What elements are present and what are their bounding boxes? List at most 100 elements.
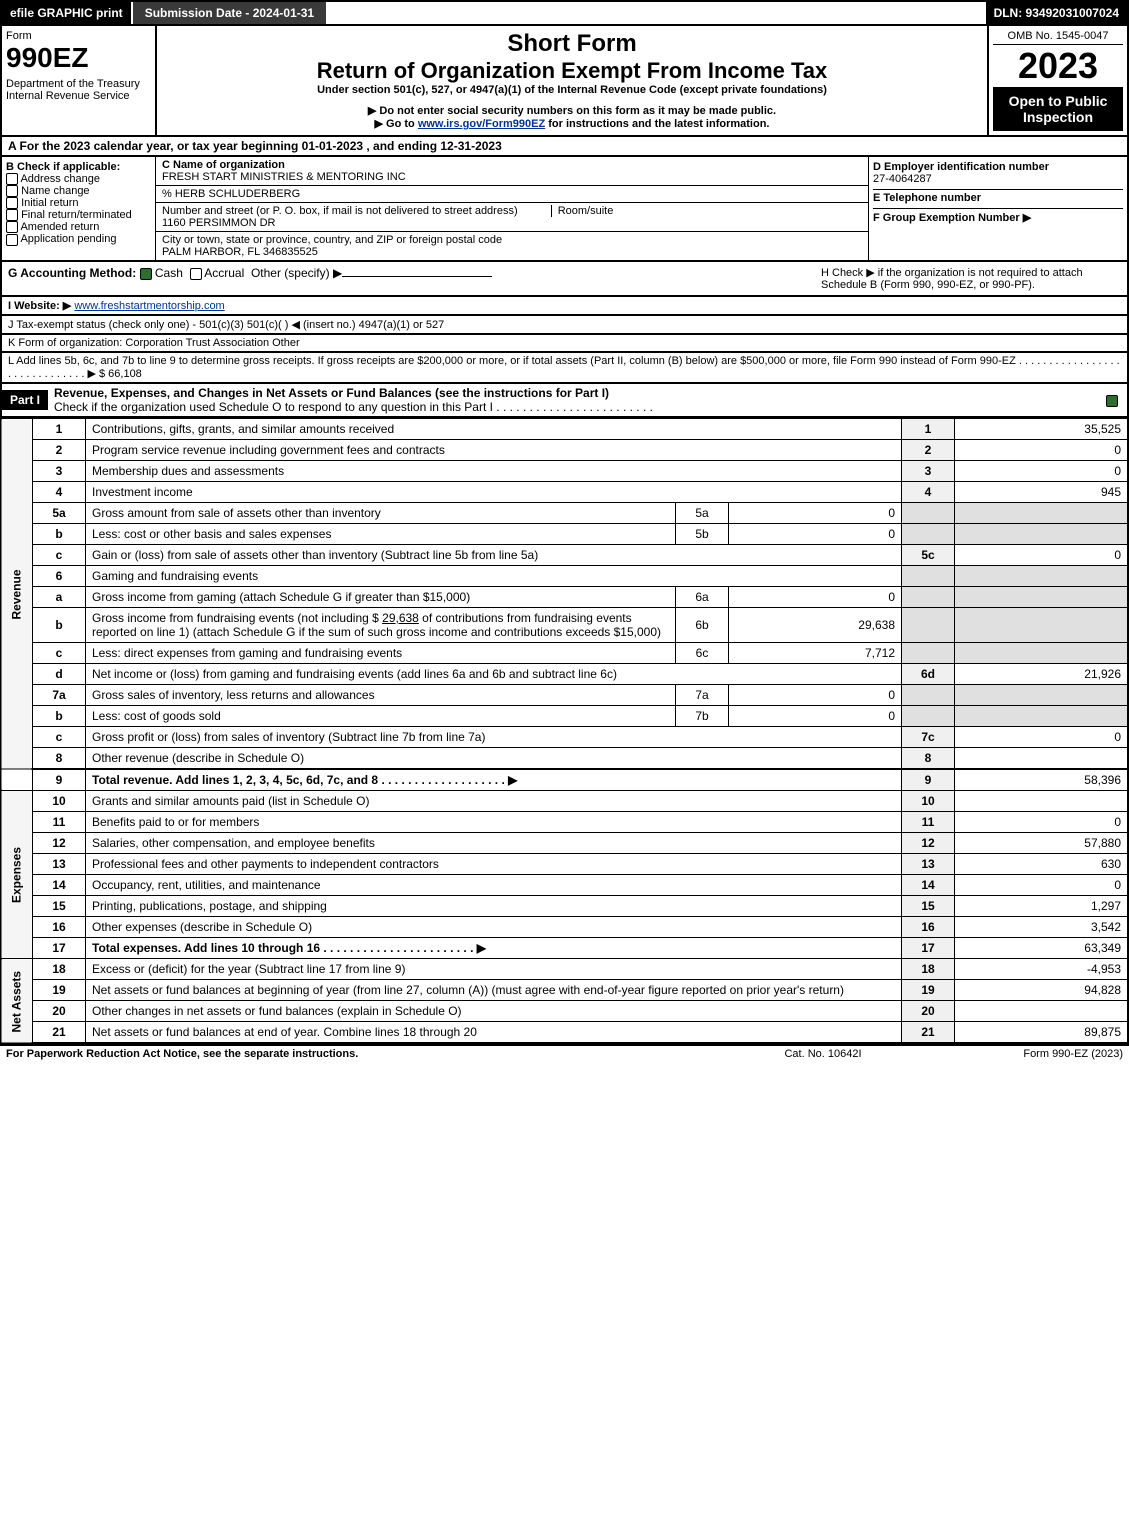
checkbox-icon	[6, 173, 18, 185]
omb-number: OMB No. 1545-0047	[993, 30, 1123, 45]
checkbox-checked-icon[interactable]	[1106, 395, 1118, 407]
line-6a-mid: 6a	[676, 587, 729, 608]
line-4-desc: Investment income	[92, 485, 193, 499]
line-16-rno: 16	[902, 917, 955, 938]
line-18-no: 18	[33, 959, 86, 980]
part1-table: Revenue 1 Contributions, gifts, grants, …	[0, 418, 1129, 1044]
line-7a-mid: 7a	[676, 685, 729, 706]
line-1-desc: Contributions, gifts, grants, and simila…	[92, 422, 394, 436]
line-3-rno: 3	[902, 461, 955, 482]
section-c: C Name of organization FRESH START MINIS…	[156, 157, 869, 260]
line-16-val: 3,542	[955, 917, 1129, 938]
line-12-desc: Salaries, other compensation, and employ…	[92, 836, 375, 850]
g-accounting: G Accounting Method: Cash Accrual Other …	[8, 266, 821, 291]
row-i-website: I Website: ▶ www.freshstartmentorship.co…	[0, 297, 1129, 316]
c-label: C Name of organization	[162, 159, 862, 171]
line-13-no: 13	[33, 854, 86, 875]
checkbox-icon[interactable]	[190, 268, 202, 280]
check-final-return[interactable]: Final return/terminated	[6, 209, 151, 221]
checkbox-checked-icon[interactable]	[140, 268, 152, 280]
sidelabel-revenue: Revenue	[1, 419, 33, 770]
title-main: Return of Organization Exempt From Incom…	[161, 58, 983, 84]
care-of: % HERB SCHLUDERBERG	[156, 186, 868, 203]
line-7a-no: 7a	[33, 685, 86, 706]
line-17-val: 63,349	[955, 938, 1129, 959]
check-address-change[interactable]: Address change	[6, 173, 151, 185]
part1-label: Part I	[2, 390, 48, 410]
checkbox-icon	[6, 197, 18, 209]
dept-treasury: Department of the Treasury	[6, 78, 151, 90]
section-def: D Employer identification number 27-4064…	[869, 157, 1127, 260]
line-5c-rno: 5c	[902, 545, 955, 566]
section-a-taxyear: A For the 2023 calendar year, or tax yea…	[0, 137, 1129, 157]
check-amended-return[interactable]: Amended return	[6, 221, 151, 233]
line-1-val: 35,525	[955, 419, 1129, 440]
room-label: Room/suite	[551, 205, 614, 217]
line-2-no: 2	[33, 440, 86, 461]
line-18-rno: 18	[902, 959, 955, 980]
line-7b-no: b	[33, 706, 86, 727]
title-short-form: Short Form	[161, 30, 983, 58]
l-amount: 66,108	[108, 368, 142, 380]
g-label: G Accounting Method:	[8, 266, 136, 280]
line-2-val: 0	[955, 440, 1129, 461]
blank-cell	[955, 608, 1129, 643]
line-13-val: 630	[955, 854, 1129, 875]
header-left: Form 990EZ Department of the Treasury In…	[2, 26, 157, 135]
line-7c-no: c	[33, 727, 86, 748]
blank-cell	[902, 685, 955, 706]
line-10-no: 10	[33, 791, 86, 812]
form-number: 990EZ	[6, 42, 151, 74]
line-6d-desc: Net income or (loss) from gaming and fun…	[92, 667, 617, 681]
line-6-desc: Gaming and fundraising events	[92, 569, 258, 583]
footer-formref: Form 990-EZ (2023)	[923, 1048, 1123, 1060]
line-4-val: 945	[955, 482, 1129, 503]
note-goto-post: for instructions and the latest informat…	[545, 118, 769, 130]
b-title: B Check if applicable:	[6, 161, 151, 173]
efile-print-label[interactable]: efile GRAPHIC print	[2, 2, 131, 24]
row-k-org-form: K Form of organization: Corporation Trus…	[0, 335, 1129, 353]
g-cash: Cash	[155, 266, 183, 280]
blank-cell	[902, 706, 955, 727]
line-7c-rno: 7c	[902, 727, 955, 748]
line-6c-mid: 6c	[676, 643, 729, 664]
note-goto: ▶ Go to www.irs.gov/Form990EZ for instru…	[161, 117, 983, 130]
line-11-rno: 11	[902, 812, 955, 833]
f-label: F Group Exemption Number ▶	[873, 208, 1123, 224]
website-link[interactable]: www.freshstartmentorship.com	[74, 300, 224, 312]
line-6a-desc: Gross income from gaming (attach Schedul…	[92, 590, 470, 604]
tax-year: 2023	[993, 45, 1123, 87]
city-value: PALM HARBOR, FL 346835525	[162, 246, 862, 258]
irs-link[interactable]: www.irs.gov/Form990EZ	[418, 118, 545, 130]
header-center: Short Form Return of Organization Exempt…	[157, 26, 987, 135]
b-item-0: Address change	[20, 173, 100, 185]
note-goto-pre: ▶ Go to	[375, 118, 418, 130]
line-7c-desc: Gross profit or (loss) from sales of inv…	[92, 730, 485, 744]
check-name-change[interactable]: Name change	[6, 185, 151, 197]
line-7a-midval: 0	[729, 685, 902, 706]
line-5a-desc: Gross amount from sale of assets other t…	[92, 506, 381, 520]
part1-title: Revenue, Expenses, and Changes in Net As…	[54, 386, 609, 400]
line-4-no: 4	[33, 482, 86, 503]
blank-side	[1, 769, 33, 791]
line-5b-no: b	[33, 524, 86, 545]
block-gh: G Accounting Method: Cash Accrual Other …	[0, 262, 1129, 297]
line-19-desc: Net assets or fund balances at beginning…	[92, 983, 844, 997]
g-accrual: Accrual	[204, 266, 244, 280]
form-header: Form 990EZ Department of the Treasury In…	[0, 26, 1129, 137]
line-21-rno: 21	[902, 1022, 955, 1044]
line-3-val: 0	[955, 461, 1129, 482]
line-5b-midval: 0	[729, 524, 902, 545]
check-initial-return[interactable]: Initial return	[6, 197, 151, 209]
b-item-1: Name change	[21, 185, 90, 197]
check-application-pending[interactable]: Application pending	[6, 233, 151, 245]
line-12-no: 12	[33, 833, 86, 854]
irs-label: Internal Revenue Service	[6, 90, 151, 102]
part1-subtitle: Check if the organization used Schedule …	[54, 400, 653, 414]
line-6b-desc-amt: 29,638	[382, 611, 419, 625]
g-other: Other (specify) ▶	[251, 266, 342, 280]
blank-cell	[902, 587, 955, 608]
line-2-desc: Program service revenue including govern…	[92, 443, 445, 457]
line-19-val: 94,828	[955, 980, 1129, 1001]
line-21-val: 89,875	[955, 1022, 1129, 1044]
